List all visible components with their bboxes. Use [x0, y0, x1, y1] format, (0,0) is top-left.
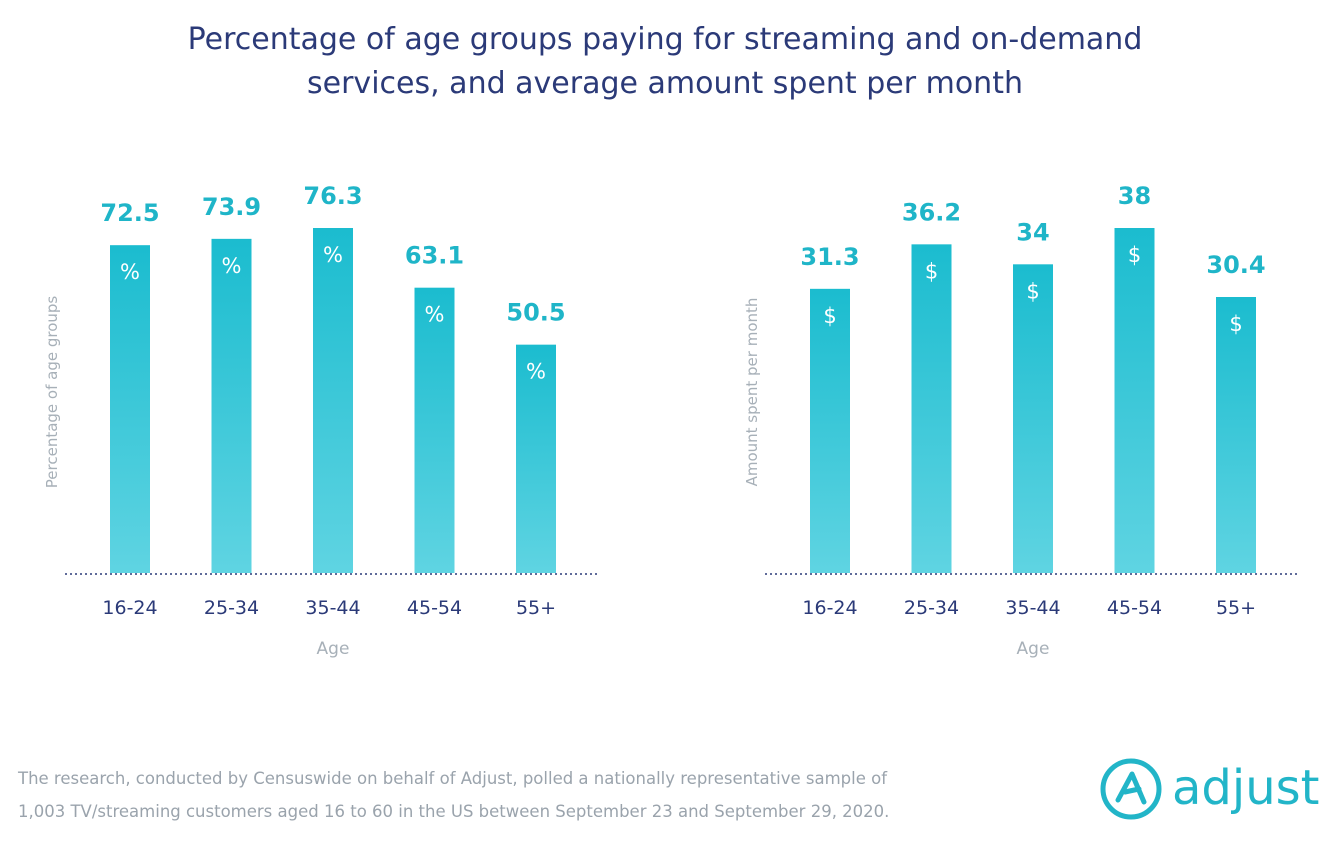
x-tick-label: 45-54 [1107, 597, 1162, 619]
bar-symbol: % [323, 243, 343, 267]
value-label: 76.3 [303, 182, 362, 210]
x-axis-label: Age [1017, 639, 1050, 659]
bar-symbol: % [526, 360, 546, 384]
percentage-bar-chart: % 72.5 16-24% 73.9 25-34% 76.3 35-44% 63.1 45-54… [43, 182, 598, 659]
bar-symbol: % [222, 254, 242, 278]
x-tick-label: 35-44 [1005, 597, 1060, 619]
chart-title: Percentage of age groups paying for stre… [0, 18, 1330, 106]
y-axis-label: Percentage of age groups [43, 296, 61, 489]
x-tick-label: 25-34 [204, 597, 259, 619]
x-tick-label: 16-24 [102, 597, 157, 619]
x-tick-label: 55+ [516, 597, 556, 619]
x-tick-label: 25-34 [904, 597, 959, 619]
x-tick-label: 45-54 [407, 597, 462, 619]
value-label: 50.5 [506, 299, 565, 327]
bar-35-44 [1013, 264, 1053, 573]
footnote-line-1: The research, conducted by Censuswide on… [18, 769, 888, 788]
value-label: 34 [1016, 218, 1049, 246]
value-label: 30.4 [1206, 251, 1265, 279]
y-axis-label: Amount spent per month [743, 298, 761, 487]
x-axis-label: Age [317, 639, 350, 659]
x-tick-label: 55+ [1216, 597, 1256, 619]
footnote-line-2: 1,003 TV/streaming customers aged 16 to … [18, 802, 890, 821]
x-tick-label: 35-44 [305, 597, 360, 619]
value-label: 73.9 [202, 193, 261, 221]
bar-symbol: % [120, 260, 140, 284]
x-tick-label: 16-24 [802, 597, 857, 619]
adjust-logo: adjust [1098, 756, 1319, 822]
value-label: 63.1 [405, 242, 464, 270]
bar-16-24 [110, 245, 150, 573]
bar-symbol: $ [823, 304, 836, 328]
bar-symbol: $ [925, 259, 938, 283]
bar-35-44 [313, 228, 353, 573]
bar-symbol: $ [1229, 312, 1242, 336]
bar-25-34 [911, 244, 952, 573]
bar-symbol: % [425, 303, 445, 327]
value-label: 31.3 [800, 243, 859, 271]
value-label: 36.2 [902, 198, 961, 226]
bar-55+ [1216, 297, 1256, 573]
bar-symbol: $ [1128, 243, 1141, 267]
bar-16-24 [810, 288, 850, 573]
adjust-logo-text: adjust [1172, 760, 1320, 816]
chart-title-line-1: Percentage of age groups paying for stre… [187, 22, 1143, 57]
spend-bar-chart: $31.3 16-24 $36.2 25-34 $34 35-44 $38 45-54 $30.… [743, 182, 1298, 659]
bar-25-34 [211, 238, 252, 573]
bar-55+ [516, 344, 556, 573]
value-label: 38 [1118, 182, 1151, 210]
footnote: The research, conducted by Censuswide on… [18, 762, 1038, 828]
bar-45-54 [414, 287, 455, 573]
chart-title-line-2: services, and average amount spent per m… [307, 66, 1023, 101]
bar-symbol: $ [1026, 279, 1039, 303]
bar-45-54 [1114, 228, 1155, 573]
value-label: 72.5 [100, 199, 159, 227]
adjust-logo-icon [1100, 758, 1162, 820]
